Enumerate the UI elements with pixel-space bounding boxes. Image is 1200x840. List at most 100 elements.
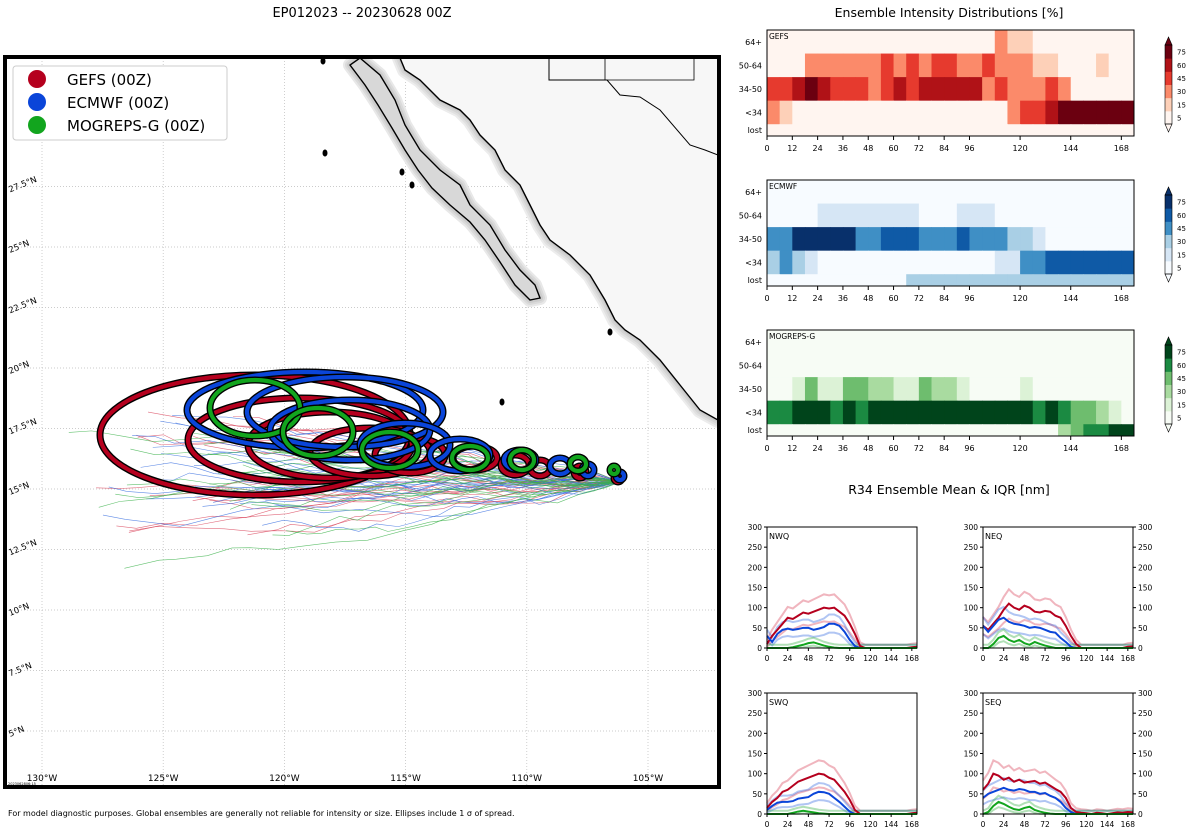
heatmap-cell (1058, 227, 1072, 252)
heatmap-cell (1020, 53, 1034, 78)
lat-label: 22.5°N (7, 296, 38, 316)
heatmap-cell (804, 400, 819, 425)
heatmap-cell (1070, 53, 1084, 78)
heatmap-cell (792, 424, 806, 437)
r34-line (767, 636, 917, 646)
r34-ytick: 100 (748, 770, 763, 779)
heatmap-cell (893, 377, 907, 402)
legend-label: GEFS (00Z) (67, 71, 152, 89)
colorbar-tick: 60 (1177, 212, 1186, 220)
heatmap-cell (1108, 203, 1122, 228)
heatmap-cell (1007, 77, 1021, 102)
heatmap-cell (969, 100, 983, 125)
heatmap-cell (880, 100, 895, 125)
r34-line (982, 800, 1133, 815)
heatmap-cell (804, 30, 819, 55)
heatmap-cell (779, 124, 793, 137)
heatmap-cell (1121, 100, 1135, 125)
r34-ytick: 100 (964, 770, 979, 779)
heatmap-cell (918, 53, 933, 78)
heatmap-cell (1058, 353, 1072, 378)
lon-label: 105°W (633, 774, 664, 784)
heatmap-cell (931, 250, 945, 275)
heatmap-cell (842, 53, 857, 78)
r34-xtick: 48 (804, 654, 814, 663)
heatmap-cell (982, 30, 996, 55)
heatmap-cell (1096, 124, 1110, 137)
heatmap-cell (944, 100, 958, 125)
heatmap-cell (906, 353, 920, 378)
heatmap-cell (767, 250, 781, 275)
heatmap-cell (1108, 53, 1122, 78)
heatmap-cell (817, 124, 831, 137)
colorbar-arrow (1164, 423, 1173, 433)
heatmap-cell (956, 274, 970, 287)
heatmap-cell (842, 353, 857, 378)
heatmap-cell (1096, 180, 1110, 205)
heatmap-cell (969, 30, 983, 55)
heatmap-cell (1121, 77, 1135, 102)
heatmap-cell (1108, 180, 1122, 205)
heatmap-cell (1007, 330, 1021, 355)
heatmap-cell (969, 424, 983, 437)
heatmap-cell (931, 353, 945, 378)
colorbar-arrow (1164, 336, 1173, 346)
r34-xtick: 48 (1020, 820, 1030, 829)
heatmap-cell (1096, 274, 1110, 287)
colorbar-segment (1165, 71, 1172, 85)
heatmap-cell (830, 274, 844, 287)
heatmap-cell (1020, 400, 1034, 425)
colorbar-tick: 5 (1177, 114, 1181, 122)
r34-line (982, 617, 1133, 649)
heatmap-cell (868, 124, 882, 137)
r34-ytick: 200 (1138, 563, 1153, 572)
colorbar-segment (1165, 58, 1172, 72)
heatmap-cell (817, 330, 831, 355)
heatmap-cell (1032, 30, 1046, 55)
heatmap-cell (969, 124, 983, 137)
heatmap-cell (956, 124, 970, 137)
r34-xtick: 96 (1061, 654, 1071, 663)
heatmap-cell (792, 250, 806, 275)
heatmap-ylabel: <34 (745, 408, 762, 417)
colorbar-tick: 75 (1177, 49, 1186, 57)
uncertainty-ellipse (359, 429, 421, 471)
legend-marker (28, 116, 46, 134)
heatmap-cell (956, 77, 970, 102)
heatmap-cell (842, 424, 857, 437)
r34-xtick: 0 (765, 820, 770, 829)
heatmap-cell (906, 400, 920, 425)
heatmap-cell (830, 250, 844, 275)
heatmap-cell (969, 180, 983, 205)
heatmap-cell (1108, 124, 1122, 137)
r34-xtick: 96 (1061, 820, 1071, 829)
heatmap-cell (880, 53, 895, 78)
colorbar-tick: 15 (1177, 251, 1186, 259)
lon-label: 110°W (512, 774, 543, 784)
r34-xtick: 120 (863, 820, 878, 829)
r34-xtick: 0 (981, 820, 986, 829)
heatmap-cell (1032, 250, 1046, 275)
heatmap-cell (931, 274, 945, 287)
heatmap-cell (868, 400, 882, 425)
heatmap-cell (830, 100, 844, 125)
heatmap-cell (1096, 377, 1110, 402)
heatmap-cell (931, 377, 945, 402)
r34-ytick: 300 (748, 523, 763, 532)
heatmap-cell (893, 77, 907, 102)
heatmap-cell (804, 53, 819, 78)
r34-ytick: 150 (1138, 750, 1153, 759)
heatmap-cell (1083, 227, 1097, 252)
uncertainty-ellipse (280, 405, 356, 459)
heatmap-frame (766, 329, 1135, 437)
heatmap-cell (1058, 100, 1072, 125)
heatmap-cell (817, 180, 831, 205)
r34-xtick: 120 (1079, 654, 1094, 663)
heatmap-cell (1083, 400, 1097, 425)
heatmap-cell (994, 203, 1008, 228)
heatmap-cell (842, 30, 857, 55)
heatmap-cell (779, 377, 793, 402)
heatmap-cell (906, 30, 920, 55)
r34-xtick: 72 (1040, 654, 1050, 663)
